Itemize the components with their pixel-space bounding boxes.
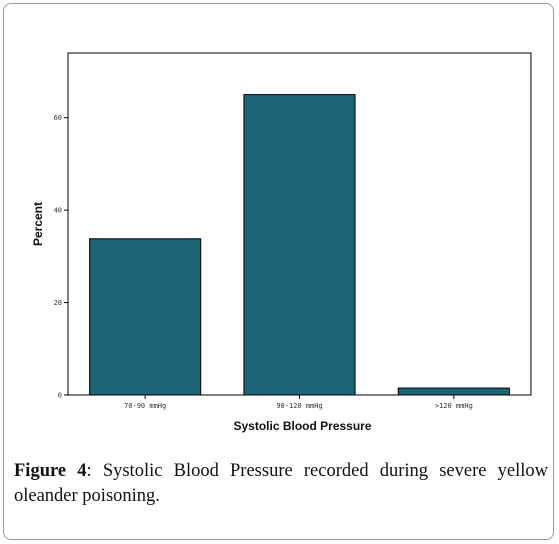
caption-text: : Systolic Blood Pressure recorded durin…: [14, 461, 548, 506]
bar: [397, 387, 510, 396]
x-tick-label: >120 mmHg: [435, 402, 473, 410]
figure-caption: Figure 4: Systolic Blood Pressure record…: [14, 459, 548, 509]
x-axis-title: Systolic Blood Pressure: [233, 419, 371, 433]
x-axis-ticks: 70-90 mmHg 90-120 mmHg >120 mmHg: [124, 395, 473, 410]
bars: [89, 94, 510, 396]
x-tick-label: 70-90 mmHg: [124, 402, 166, 410]
y-axis-title: Percent: [31, 202, 45, 246]
y-axis-ticks: 0 20 40 60: [54, 114, 68, 400]
caption-label: Figure 4: [14, 461, 87, 481]
y-tick-label: 60: [54, 114, 62, 122]
bar-chart: 0 20 40 60 70-90 mmHg 90-120 mmHg >120 mmHg P…: [31, 52, 532, 433]
y-tick-label: 40: [54, 207, 62, 215]
x-tick-label: 90-120 mmHg: [276, 402, 322, 410]
bar: [89, 238, 202, 396]
y-tick-label: 20: [54, 299, 62, 307]
y-tick-label: 0: [58, 392, 62, 400]
bar: [243, 94, 356, 396]
